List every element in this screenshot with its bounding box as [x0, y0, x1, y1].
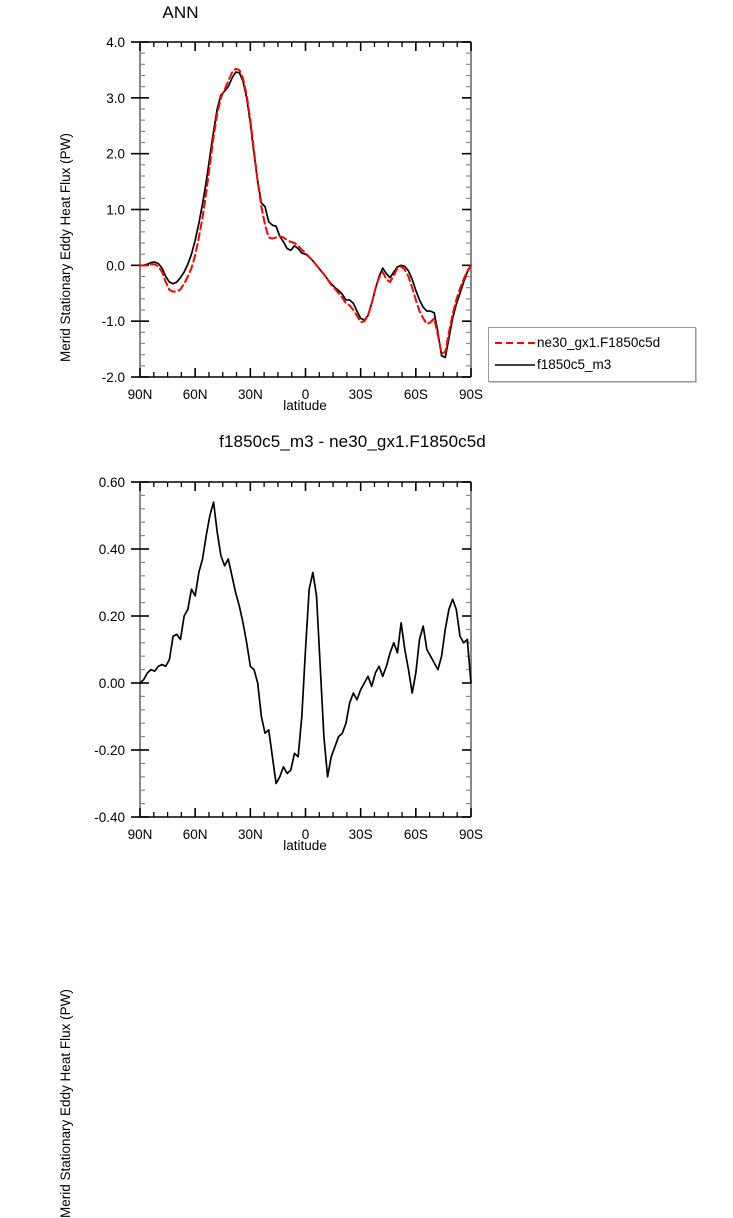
y-tick-label: 0.40	[99, 542, 125, 557]
x-tick-label: 30N	[238, 827, 263, 842]
x-tick-label: 60N	[183, 387, 208, 402]
plot-area-bottom: 90N 60N 30N 0 30S 60S 90S -0.40 -0.20 0.00 0.20 0.4…	[94, 475, 483, 842]
legend: ne30_gx1.F1850c5d f1850c5_m3	[488, 327, 696, 382]
chart-title-bottom: f1850c5_m3 - ne30_gx1.F1850c5d	[219, 432, 486, 451]
x-tick-label: 60S	[404, 387, 428, 402]
x-tick-label: 90S	[459, 387, 483, 402]
x-tick-label: 90N	[128, 387, 153, 402]
series-line	[139, 501, 472, 785]
y-tick-label: 2.0	[106, 147, 125, 162]
y-tick-label: -0.20	[94, 743, 125, 758]
chart-panel-bottom: f1850c5_m3 - ne30_gx1.F1850c5d 90N 60N 30N…	[0, 428, 733, 1218]
legend-item-f1850: f1850c5_m3	[489, 354, 695, 376]
y-tick-label: 4.0	[106, 35, 125, 50]
x-tick-label: 60S	[404, 827, 428, 842]
x-tick-label: 90N	[128, 827, 153, 842]
y-tick-label: -1.0	[102, 314, 125, 329]
plot-area-top: 90N 60N 30N 0 30S 60S 90S -2.0 -1.0 0.0 1.0 2.0 3.0 4…	[102, 35, 483, 402]
chart-title-top: ANN	[162, 3, 199, 22]
x-tick-label: 60N	[183, 827, 208, 842]
y-axis-label-top: Merid Stationary Eddy Heat Flux (PW)	[58, 133, 73, 362]
y-tick-label: 0.20	[99, 609, 125, 624]
y-tick-label: 1.0	[106, 203, 125, 218]
series-line	[139, 67, 472, 355]
y-tick-label: -0.40	[94, 810, 125, 825]
y-tick-label: 3.0	[106, 91, 125, 106]
y-tick-label: 0.60	[99, 475, 125, 490]
x-tick-label: 30S	[349, 827, 373, 842]
x-tick-label: 0	[302, 827, 310, 842]
x-tick-label: 30N	[238, 387, 263, 402]
legend-item-ne30: ne30_gx1.F1850c5d	[489, 332, 695, 354]
chart-panel-top: ANN 90N 60N 30N 0 30S 60S 90S -2.0 -1.0 0.0 1.0 2.0…	[0, 0, 733, 440]
y-tick-label: -2.0	[102, 370, 125, 385]
legend-label-f1850: f1850c5_m3	[537, 357, 612, 373]
y-tick-label: 0.0	[106, 258, 125, 273]
x-tick-label: 0	[302, 387, 310, 402]
series-line	[139, 71, 472, 359]
y-tick-label: 0.00	[99, 676, 125, 691]
x-tick-label: 30S	[349, 387, 373, 402]
legend-swatch-dashed-icon	[493, 337, 537, 349]
legend-label-ne30: ne30_gx1.F1850c5d	[537, 335, 661, 351]
x-axis-label-top: latitude	[283, 398, 327, 413]
x-tick-label: 90S	[459, 827, 483, 842]
x-axis-label-bottom: latitude	[283, 838, 327, 853]
legend-swatch-solid-icon	[493, 359, 537, 371]
y-axis-label-bottom: Merid Stationary Eddy Heat Flux (PW)	[58, 989, 73, 1218]
